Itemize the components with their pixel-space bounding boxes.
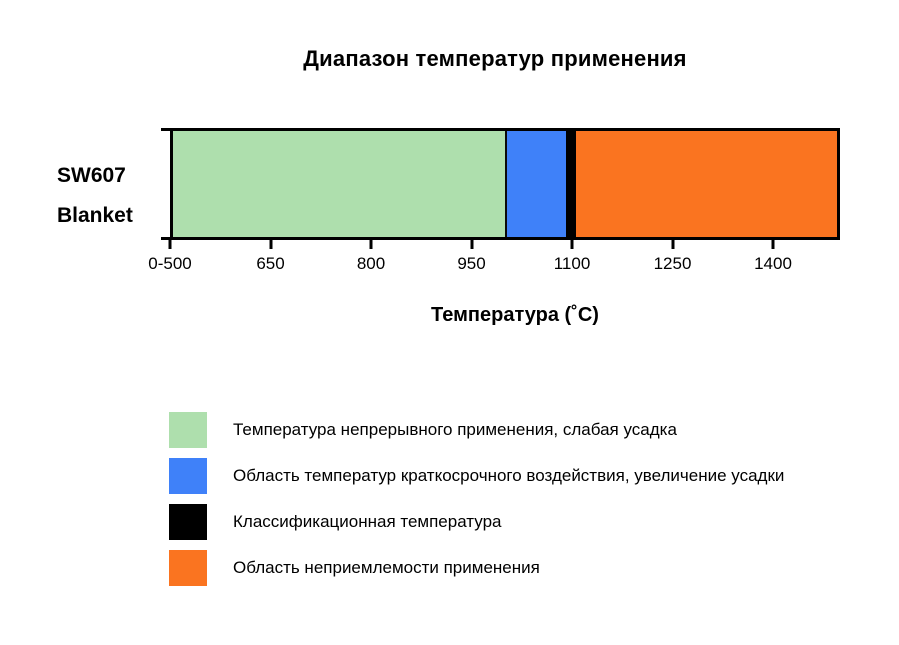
y-axis-tick-top (161, 128, 170, 131)
legend-item-continuous-use-temperature: Температура непрерывного применения, сла… (169, 412, 784, 448)
legend-label: Область неприемлемости применения (233, 558, 540, 577)
x-axis-tick (168, 240, 172, 249)
x-axis-tick (369, 240, 373, 249)
legend: Температура непрерывного применения, сла… (169, 412, 784, 596)
bar-segment-unacceptable-application-range (576, 131, 837, 237)
legend-swatch-unacceptable-application-range (169, 550, 207, 586)
x-axis-tick (671, 240, 674, 249)
legend-label: Температура непрерывного применения, сла… (233, 420, 677, 439)
bar-segment-short-term-exposure-range (505, 131, 567, 237)
y-axis-tick-bottom (161, 237, 170, 240)
legend-swatch-classification-temperature (169, 504, 207, 540)
bar-segment-classification-temperature (566, 131, 577, 237)
legend-item-unacceptable-application-range: Область неприемлемости применения (169, 550, 784, 586)
row-label-line2: Blanket (57, 204, 133, 227)
legend-label: Область температур краткосрочного воздей… (233, 466, 785, 485)
x-axis-tick (570, 240, 574, 249)
legend-item-classification-temperature: Классификационная температура (169, 504, 784, 540)
x-axis-tick-label: 650 (256, 254, 285, 273)
bar-segment-continuous-use-temperature (173, 131, 505, 237)
x-axis-tick-label: 800 (356, 254, 386, 273)
x-axis-tick (269, 240, 272, 249)
legend-item-short-term-exposure-range: Область температур краткосрочного воздей… (169, 458, 784, 494)
row-label-line1: SW607 (57, 164, 126, 187)
x-axis-ticks (168, 240, 840, 249)
x-axis-tick-label: 950 (457, 254, 486, 273)
x-axis-tick (470, 240, 473, 249)
legend-label: Классификационная температура (233, 512, 502, 531)
x-axis-tick (771, 240, 775, 249)
bar-segments (173, 131, 837, 237)
x-axis-label: Температура (˚C) (431, 304, 599, 326)
x-axis-tick-label: 1400 (754, 254, 792, 273)
bar-row-label: SW607 Blanket (57, 156, 133, 236)
legend-swatch-continuous-use-temperature (169, 412, 207, 448)
x-axis-tick-labels: 0-500 650 800 950 1100 1250 1400 (148, 254, 840, 276)
legend-swatch-short-term-exposure-range (169, 458, 207, 494)
x-axis-tick-label: 1250 (653, 254, 692, 273)
x-axis-tick-label: 1100 (553, 254, 591, 273)
chart-title: Диапазон температур применения (303, 46, 687, 71)
x-axis-tick-label: 0-500 (148, 254, 192, 273)
plot-area (161, 128, 840, 240)
